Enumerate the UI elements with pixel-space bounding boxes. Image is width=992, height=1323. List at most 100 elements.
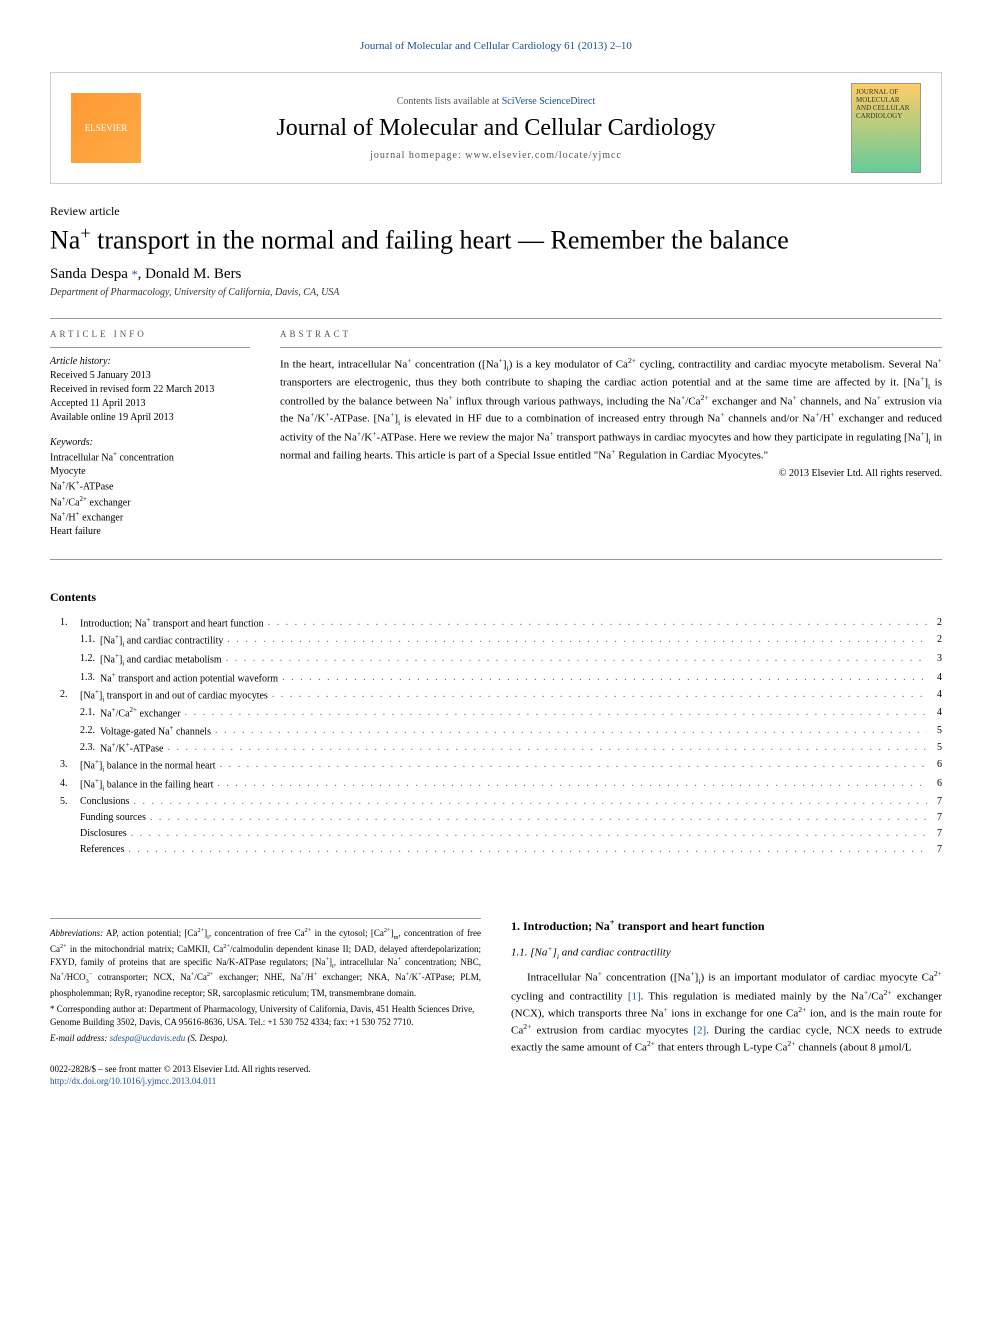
sciencedirect-link[interactable]: SciVerse ScienceDirect: [502, 96, 596, 107]
toc-row[interactable]: References. . . . . . . . . . . . . . . …: [50, 842, 942, 858]
toc-dots: . . . . . . . . . . . . . . . . . . . . …: [278, 670, 927, 687]
publisher-logo[interactable]: ELSEVIER: [71, 93, 141, 163]
history-item: Received in revised form 22 March 2013: [50, 383, 250, 397]
toc-dots: . . . . . . . . . . . . . . . . . . . . …: [124, 842, 927, 858]
keyword-item: Na+/Ca2+ exchanger: [50, 495, 250, 510]
toc-page: 3: [927, 651, 942, 670]
toc-dots: . . . . . . . . . . . . . . . . . . . . …: [268, 687, 927, 706]
abstract-copyright: © 2013 Elsevier Ltd. All rights reserved…: [280, 468, 942, 479]
toc-row[interactable]: 1.2.[Na+]i and cardiac metabolism. . . .…: [50, 651, 942, 670]
toc-dots: . . . . . . . . . . . . . . . . . . . . …: [146, 810, 927, 826]
article-type: Review article: [50, 204, 942, 219]
toc-label: References: [80, 842, 124, 858]
toc-page: 5: [927, 723, 942, 740]
toc-dots: . . . . . . . . . . . . . . . . . . . . …: [264, 615, 927, 632]
toc-subnum: 1.2.: [50, 651, 100, 670]
toc-row[interactable]: 5.Conclusions. . . . . . . . . . . . . .…: [50, 794, 942, 810]
toc-label: Na+/Ca2+ exchanger: [100, 705, 181, 722]
journal-header-center: Contents lists available at SciVerse Sci…: [141, 96, 851, 161]
toc-row[interactable]: 1.Introduction; Na+ transport and heart …: [50, 615, 942, 632]
toc-page: 4: [927, 687, 942, 706]
keyword-item: Na+/K+-ATPase: [50, 479, 250, 494]
toc-row[interactable]: 2.3.Na+/K+-ATPase. . . . . . . . . . . .…: [50, 740, 942, 757]
toc-page: 4: [927, 705, 942, 722]
footer-right-col: 1. Introduction; Na+ transport and heart…: [511, 918, 942, 1087]
keywords-list: Intracellular Na+ concentrationMyocyteNa…: [50, 450, 250, 539]
toc-page: 5: [927, 740, 942, 757]
toc-label: Introduction; Na+ transport and heart fu…: [80, 615, 264, 632]
toc-dots: . . . . . . . . . . . . . . . . . . . . …: [181, 705, 927, 722]
toc-label: [Na+]i and cardiac metabolism: [100, 651, 222, 670]
toc-subnum: 1.1.: [50, 632, 100, 651]
contents-section: Contents 1.Introduction; Na+ transport a…: [50, 590, 942, 858]
toc-page: 6: [927, 757, 942, 776]
history-item: Available online 19 April 2013: [50, 411, 250, 425]
toc-row[interactable]: 2.1.Na+/Ca2+ exchanger. . . . . . . . . …: [50, 705, 942, 722]
keyword-item: Na+/H+ exchanger: [50, 510, 250, 525]
journal-cover-thumb[interactable]: JOURNAL OF MOLECULAR AND CELLULAR CARDIO…: [851, 83, 921, 173]
toc-label: Disclosures: [80, 826, 127, 842]
toc-num: 5.: [50, 794, 80, 810]
divider: [50, 347, 250, 348]
keyword-item: Heart failure: [50, 525, 250, 539]
section-1-heading: 1. Introduction; Na+ transport and heart…: [511, 918, 942, 934]
journal-name: Journal of Molecular and Cellular Cardio…: [141, 115, 851, 142]
toc-num: 4.: [50, 776, 80, 795]
toc-dots: . . . . . . . . . . . . . . . . . . . . …: [213, 776, 927, 795]
toc-label: [Na+]i balance in the failing heart: [80, 776, 213, 795]
toc-num: 3.: [50, 757, 80, 776]
toc-row[interactable]: 2.[Na+]i transport in and out of cardiac…: [50, 687, 942, 706]
toc-row[interactable]: Funding sources. . . . . . . . . . . . .…: [50, 810, 942, 826]
abstract-text: In the heart, intracellular Na+ concentr…: [280, 356, 942, 465]
journal-homepage: journal homepage: www.elsevier.com/locat…: [141, 150, 851, 161]
keywords-label: Keywords:: [50, 437, 250, 448]
toc-label: [Na+]i balance in the normal heart: [80, 757, 216, 776]
toc-page: 7: [927, 826, 942, 842]
info-abstract-row: ARTICLE INFO Article history: Received 5…: [50, 329, 942, 539]
toc-page: 6: [927, 776, 942, 795]
toc-num: [50, 842, 80, 858]
toc-dots: . . . . . . . . . . . . . . . . . . . . …: [216, 757, 927, 776]
abbreviations: Abbreviations: AP, action potential; [Ca…: [50, 918, 481, 999]
toc-page: 7: [927, 842, 942, 858]
divider: [50, 559, 942, 560]
toc-page: 7: [927, 810, 942, 826]
toc-row[interactable]: 1.1.[Na+]i and cardiac contractility. . …: [50, 632, 942, 651]
contents-lists-line: Contents lists available at SciVerse Sci…: [141, 96, 851, 107]
email-row: E-mail address: sdespa@ucdavis.edu (S. D…: [50, 1033, 481, 1043]
toc-label: [Na+]i and cardiac contractility: [100, 632, 223, 651]
divider: [50, 318, 942, 319]
journal-citation[interactable]: Journal of Molecular and Cellular Cardio…: [50, 40, 942, 52]
corresponding-author: * Corresponding author at: Department of…: [50, 1003, 481, 1028]
toc-subnum: 2.1.: [50, 705, 100, 722]
toc-num: 1.: [50, 615, 80, 632]
doi-link[interactable]: http://dx.doi.org/10.1016/j.yjmcc.2013.0…: [50, 1076, 216, 1086]
toc-row[interactable]: 1.3.Na+ transport and action potential w…: [50, 670, 942, 687]
toc-label: Na+ transport and action potential wavef…: [100, 670, 278, 687]
toc-num: [50, 826, 80, 842]
toc-num: [50, 810, 80, 826]
toc-page: 2: [927, 615, 942, 632]
toc-dots: . . . . . . . . . . . . . . . . . . . . …: [163, 740, 927, 757]
abstract-col: ABSTRACT In the heart, intracellular Na+…: [280, 329, 942, 539]
toc-dots: . . . . . . . . . . . . . . . . . . . . …: [223, 632, 927, 651]
toc-subnum: 1.3.: [50, 670, 100, 687]
footer-left-col: Abbreviations: AP, action potential; [Ca…: [50, 918, 481, 1087]
email-link[interactable]: sdespa@ucdavis.edu: [110, 1033, 186, 1043]
toc-row[interactable]: 2.2.Voltage-gated Na+ channels. . . . . …: [50, 723, 942, 740]
toc-label: Voltage-gated Na+ channels: [100, 723, 211, 740]
affiliation: Department of Pharmacology, University o…: [50, 287, 942, 298]
history-item: Received 5 January 2013: [50, 369, 250, 383]
toc-list: 1.Introduction; Na+ transport and heart …: [50, 615, 942, 858]
toc-row[interactable]: 4.[Na+]i balance in the failing heart. .…: [50, 776, 942, 795]
toc-row[interactable]: Disclosures. . . . . . . . . . . . . . .…: [50, 826, 942, 842]
divider: [280, 347, 942, 348]
section-1-1-heading: 1.1. [Na+]i and cardiac contractility: [511, 944, 942, 961]
toc-dots: . . . . . . . . . . . . . . . . . . . . …: [222, 651, 927, 670]
contents-list-prefix: Contents lists available at: [397, 96, 502, 107]
email-label: E-mail address:: [50, 1033, 107, 1043]
toc-label: [Na+]i transport in and out of cardiac m…: [80, 687, 268, 706]
article-history-list: Received 5 January 2013Received in revis…: [50, 369, 250, 425]
article-info-heading: ARTICLE INFO: [50, 329, 250, 339]
toc-row[interactable]: 3.[Na+]i balance in the normal heart. . …: [50, 757, 942, 776]
